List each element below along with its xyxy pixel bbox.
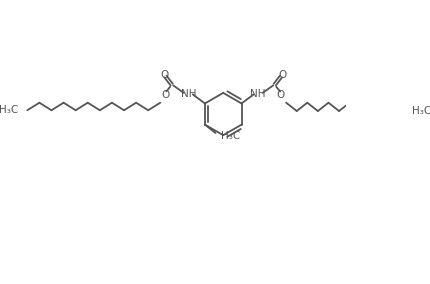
- Text: O: O: [278, 70, 286, 80]
- Text: H₃C: H₃C: [0, 105, 18, 115]
- Text: O: O: [276, 90, 284, 100]
- Text: O: O: [160, 70, 168, 80]
- Text: NH: NH: [180, 89, 196, 99]
- Text: H₃C: H₃C: [220, 131, 240, 141]
- Text: O: O: [161, 90, 169, 100]
- Text: H₃C: H₃C: [411, 106, 430, 116]
- Text: NH: NH: [250, 89, 265, 99]
